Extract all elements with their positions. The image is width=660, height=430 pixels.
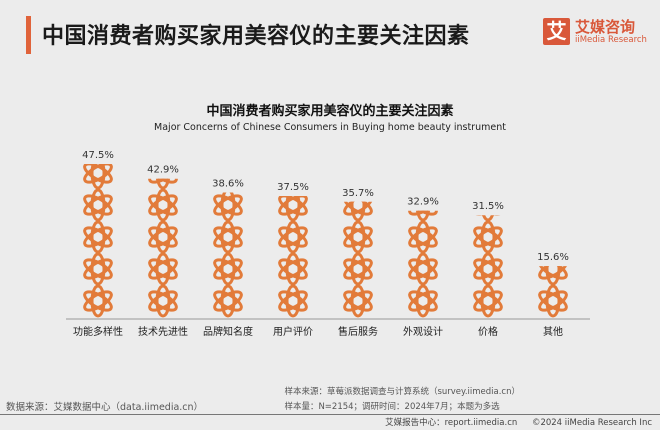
atom-icon <box>148 252 178 286</box>
logo-en: iiMedia Research <box>575 34 647 45</box>
chart-subtitle: Major Concerns of Chinese Consumers in B… <box>154 122 506 133</box>
pictogram-bar <box>472 158 504 318</box>
pictogram-bar <box>537 158 569 318</box>
atom-icon <box>148 284 178 318</box>
category-label: 技术先进性 <box>138 325 188 338</box>
logo-cn: 艾媒咨询 <box>575 17 636 36</box>
atom-icon <box>343 220 373 254</box>
atom-icon <box>83 252 113 286</box>
atom-icon <box>538 266 568 286</box>
atom-icon <box>148 188 178 222</box>
atom-icon <box>407 158 439 188</box>
copyright: ©2024 iiMedia Research Inc <box>531 418 652 428</box>
pictogram-bar <box>342 158 374 318</box>
data-label: 42.9% <box>147 165 179 176</box>
sample-source: 样本来源：草莓派数据调查与计算系统（survey.iimedia.cn） <box>284 387 520 397</box>
atom-icon <box>342 158 374 188</box>
atom-icon <box>537 158 569 188</box>
atom-icon <box>472 158 504 188</box>
atom-icon <box>278 220 308 254</box>
atom-icon <box>213 220 243 254</box>
sample-info: 样本来源：草莓派数据调查与计算系统（survey.iimedia.cn） 样本量… <box>284 385 520 415</box>
footer: 艾媒报告中心：report.iimedia.cn ©2024 iiMedia R… <box>373 416 652 428</box>
pictogram-chart: 47.5% 功能多样性 42.9% 技术先进性 38.6% 品牌知名度 37.5% 用户评价 3… <box>66 150 590 338</box>
atom-icon <box>343 252 373 286</box>
pictogram-bar <box>83 164 113 318</box>
atom-icon <box>473 284 503 318</box>
atom-icon <box>408 284 438 318</box>
atom-icon <box>83 188 113 222</box>
atom-icon <box>408 210 438 222</box>
atom-icon <box>538 284 568 318</box>
category-label: 用户评价 <box>273 325 313 338</box>
pictogram-bar <box>278 196 308 318</box>
atom-icon <box>343 201 373 222</box>
chart-title: 中国消费者购买家用美容仪的主要关注因素 <box>206 104 454 119</box>
data-label: 15.6% <box>537 252 569 263</box>
pictogram-bar <box>407 158 439 318</box>
data-label: 35.7% <box>342 188 374 199</box>
atom-icon <box>343 284 373 318</box>
atom-icon <box>278 196 308 222</box>
pictogram-bar <box>148 178 178 318</box>
data-label: 32.9% <box>407 197 439 208</box>
data-label: 37.5% <box>277 182 309 193</box>
atom-icon <box>278 284 308 318</box>
atom-icon <box>83 220 113 254</box>
atom-icon <box>83 284 113 318</box>
atom-icon <box>213 284 243 318</box>
report-center-link[interactable]: 艾媒报告中心：report.iimedia.cn <box>385 418 518 428</box>
data-label: 31.5% <box>472 201 504 212</box>
sample-size: 样本量：N=2154；调研时间：2024年7月；本题为多选 <box>284 402 500 412</box>
page-title: 中国消费者购买家用美容仪的主要关注因素 <box>42 24 470 49</box>
data-label: 38.6% <box>212 178 244 189</box>
title-accent-bar <box>26 16 31 54</box>
data-label: 47.5% <box>82 150 114 161</box>
category-label: 品牌知名度 <box>203 325 253 338</box>
data-source: 数据来源：艾媒数据中心（data.iimedia.cn） <box>6 402 204 413</box>
atom-icon <box>148 220 178 254</box>
category-label: 售后服务 <box>338 325 378 338</box>
atom-icon <box>537 222 569 252</box>
atom-icon <box>537 190 569 220</box>
footer-divider <box>0 414 660 415</box>
atom-icon <box>408 252 438 286</box>
atom-icon <box>213 252 243 286</box>
atom-icon <box>83 164 113 190</box>
category-label: 功能多样性 <box>73 325 123 338</box>
pictogram-bar <box>213 192 243 318</box>
atom-icon <box>213 192 243 222</box>
atom-icon <box>408 220 438 254</box>
atom-icon <box>148 178 178 190</box>
atom-icon <box>278 252 308 286</box>
atom-icon <box>473 220 503 254</box>
logo-mark: 艾 <box>543 18 570 45</box>
atom-icon <box>473 215 503 222</box>
category-label: 其他 <box>543 325 563 338</box>
category-label: 外观设计 <box>403 325 443 338</box>
iimedia-logo: 艾 艾媒咨询 iiMedia Research <box>543 18 647 45</box>
category-label: 价格 <box>478 325 498 338</box>
atom-icon <box>473 252 503 286</box>
